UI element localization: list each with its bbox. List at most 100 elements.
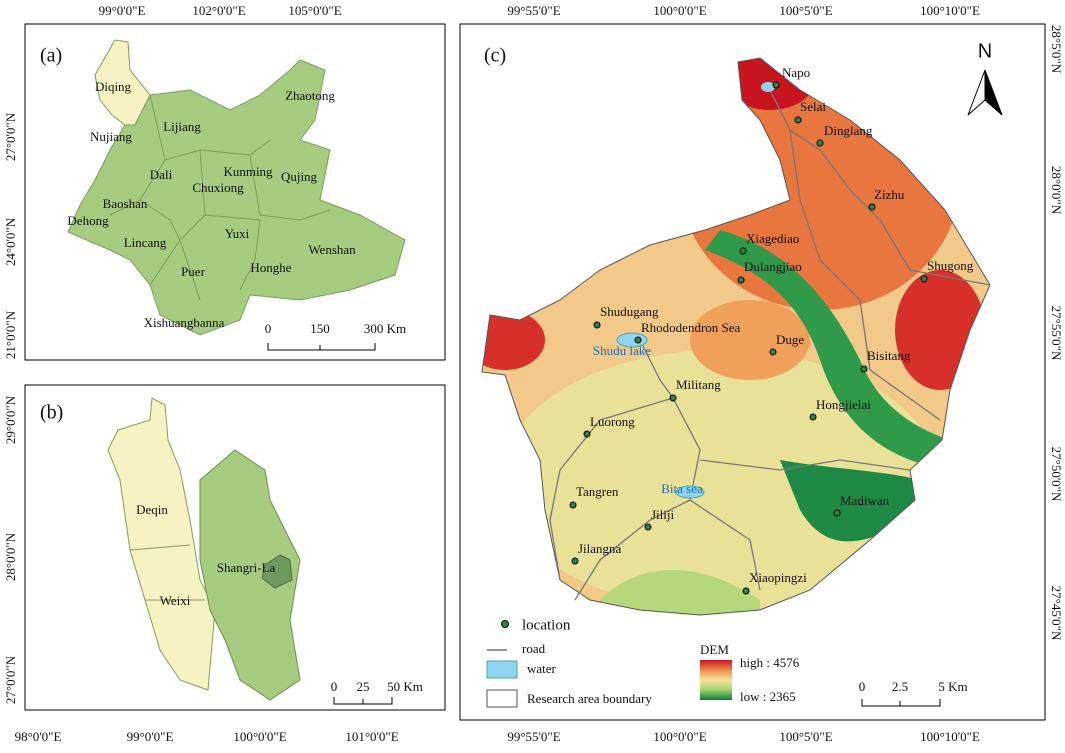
place-label: Xishuangbanna (144, 315, 225, 330)
location-label: Dinglang (824, 123, 873, 138)
location-marker (644, 523, 652, 531)
lon-tick-label: 105°0'0"E (288, 3, 341, 18)
diqing-region (94, 39, 151, 126)
lat-tick-label: 28°0'0"N (3, 532, 18, 581)
lon-tick-label: 98°0'0"E (15, 729, 62, 744)
deqin-weixi (107, 397, 216, 691)
location-marker (816, 139, 824, 147)
place-label: Chuxiong (192, 180, 244, 195)
legend-water-symbol (486, 660, 518, 679)
location-label: Tangren (576, 484, 619, 499)
lon-tick-label: 99°0'0"E (127, 729, 174, 744)
panel-frame (24, 384, 446, 711)
dem-raster (482, 58, 990, 615)
location-marker (860, 365, 868, 373)
location-marker (809, 413, 817, 421)
legend-label: high : 4576 (740, 655, 800, 670)
scale-bar (267, 343, 376, 351)
lat-tick-label: 27°50'0"N (1049, 447, 1064, 502)
dem-valley (705, 230, 950, 470)
location-label: Jilangna (578, 541, 622, 556)
place-label: Honghe (250, 260, 291, 275)
location-label: Luorong (590, 414, 635, 429)
lon-tick-label: 99°0'0"E (99, 3, 146, 18)
lon-tick-label: 100°0'0"E (653, 729, 706, 744)
province-map (67, 59, 406, 336)
panel-label: (c) (484, 45, 506, 67)
location-marker (583, 430, 591, 438)
place-label: Diqing (95, 79, 132, 94)
place-label: Baoshan (103, 196, 148, 211)
lat-tick-label: 29°0'0"N (3, 395, 18, 444)
lon-tick-label: 99°55'0"E (507, 3, 560, 18)
location-label: Hongjielai (816, 397, 871, 412)
roads (549, 89, 991, 601)
scale-bar (861, 699, 941, 707)
scale-label: 150 (310, 321, 330, 336)
lat-tick-label: 21°0'0"N (3, 310, 18, 359)
location-marker (593, 321, 601, 329)
scale-label: 50 Km (387, 679, 423, 694)
lon-tick-label: 99°55'0"E (507, 729, 560, 744)
place-label: Zhaotong (285, 88, 335, 103)
legend-boundary-symbol (486, 689, 518, 708)
place-label: Weixi (160, 593, 191, 608)
location-label: Selai (800, 99, 826, 114)
location-marker (742, 587, 750, 595)
scale-label: 5 Km (938, 679, 967, 694)
lat-tick-label: 28°0'0"N (1049, 166, 1064, 215)
panel-label: (a) (40, 45, 62, 67)
dem-valley (780, 460, 920, 542)
panel-label: (b) (40, 402, 63, 424)
legend-label: location (522, 617, 571, 633)
north-arrow (984, 69, 1003, 116)
scale-label: 0 (859, 679, 866, 694)
location-label: Jiliji (651, 507, 675, 522)
north-label: N (978, 40, 992, 62)
location-marker (571, 557, 579, 565)
panel-frame (24, 23, 446, 361)
lake (675, 485, 705, 499)
scale-label: 25 (357, 679, 370, 694)
lon-tick-label: 101°0'0"E (345, 729, 398, 744)
location-marker (739, 247, 747, 255)
lon-tick-label: 100°5'0"E (779, 729, 832, 744)
lon-tick-label: 100°10'0"E (920, 3, 980, 18)
boundaries (109, 94, 331, 301)
scale-label: 0 (265, 321, 272, 336)
location-label: Rhododendron Sea (641, 320, 741, 335)
location-label: Napo (782, 65, 810, 80)
location-label: Duge (776, 332, 804, 347)
legend-label: Research area boundary (527, 691, 652, 706)
place-label: Dali (150, 167, 173, 182)
place-label: Shangri-La (217, 560, 276, 575)
lake-label: Shudu lake (593, 343, 651, 358)
place-label: Puer (181, 264, 206, 279)
scale-label: 0 (331, 679, 338, 694)
location-label: Madiwan (840, 493, 890, 508)
place-label: Nujiang (90, 129, 132, 144)
lake (616, 332, 648, 348)
lat-tick-label: 27°0'0"N (3, 112, 18, 161)
dem-zone (895, 270, 985, 390)
location-label: Bisitang (867, 348, 911, 363)
place-label: Yuxi (225, 226, 250, 241)
lake (761, 82, 775, 92)
scale-label: 2.5 (892, 679, 908, 694)
panel-frame (459, 23, 1046, 721)
location-label: Militang (676, 377, 721, 392)
scale-label: 300 Km (364, 321, 406, 336)
lat-tick-label: 27°45'0"N (1049, 586, 1064, 641)
place-label: Lijiang (163, 119, 201, 134)
place-label: Deqin (136, 502, 168, 517)
scale-bar (333, 697, 393, 705)
place-label: Qujing (281, 169, 318, 184)
location-marker (868, 203, 876, 211)
location-marker (634, 336, 642, 344)
place-label: Kunming (223, 164, 273, 179)
location-marker (669, 394, 677, 402)
location-label: Zizhu (874, 187, 905, 202)
dem-zone (500, 350, 940, 610)
dem-zone (482, 310, 545, 370)
